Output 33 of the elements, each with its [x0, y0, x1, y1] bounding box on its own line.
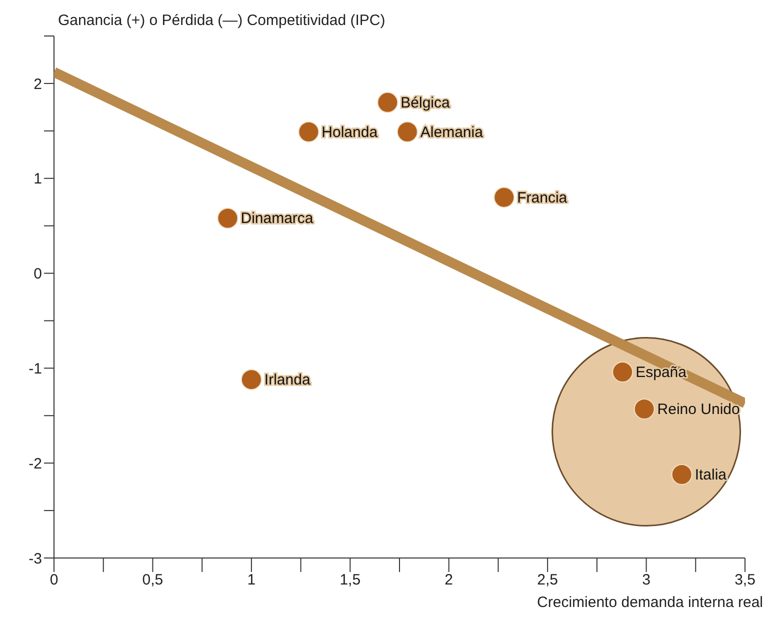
- point: [298, 121, 320, 142]
- annotation: Holanda: [322, 124, 378, 141]
- x-tick-label: 2: [444, 572, 454, 589]
- x-tick-label: 0,5: [142, 572, 164, 589]
- annotation: España: [636, 364, 688, 381]
- y-axis-title: Ganancia (+) o Pérdida (—) Competitividad (IPC): [58, 12, 386, 29]
- y-tick-label: 0: [34, 266, 42, 283]
- point: [612, 361, 634, 382]
- x-tick-label: 0: [50, 572, 58, 589]
- point: [634, 398, 655, 420]
- x-axis-title: Crecimiento demanda interna real: [537, 594, 763, 611]
- x-tick-label: 3: [642, 572, 650, 589]
- point: [377, 92, 398, 113]
- annotation: Irlanda: [264, 372, 311, 389]
- x-tick-label: 1,5: [340, 572, 361, 589]
- point: [396, 121, 418, 142]
- point: [671, 464, 692, 485]
- annotation: Italia: [694, 466, 728, 484]
- y-tick-label: -2: [28, 455, 42, 472]
- y-tick-label: -1: [28, 360, 42, 378]
- annotation: Alemania: [420, 124, 484, 141]
- x-tick-label: 3,5: [734, 572, 756, 589]
- point: [217, 208, 238, 229]
- annotation: Francia: [517, 189, 568, 206]
- point: [494, 186, 515, 208]
- annotation: Bélgica: [400, 94, 451, 112]
- y-tick-label: -3: [28, 550, 42, 568]
- x-tick-label: 1: [247, 572, 256, 589]
- y-tick-label: 2: [34, 76, 42, 93]
- y-tick-label: 1: [34, 170, 42, 188]
- annotation: Dinamarca: [240, 210, 314, 228]
- point: [240, 369, 262, 390]
- x-tick-label: 2,5: [537, 572, 558, 589]
